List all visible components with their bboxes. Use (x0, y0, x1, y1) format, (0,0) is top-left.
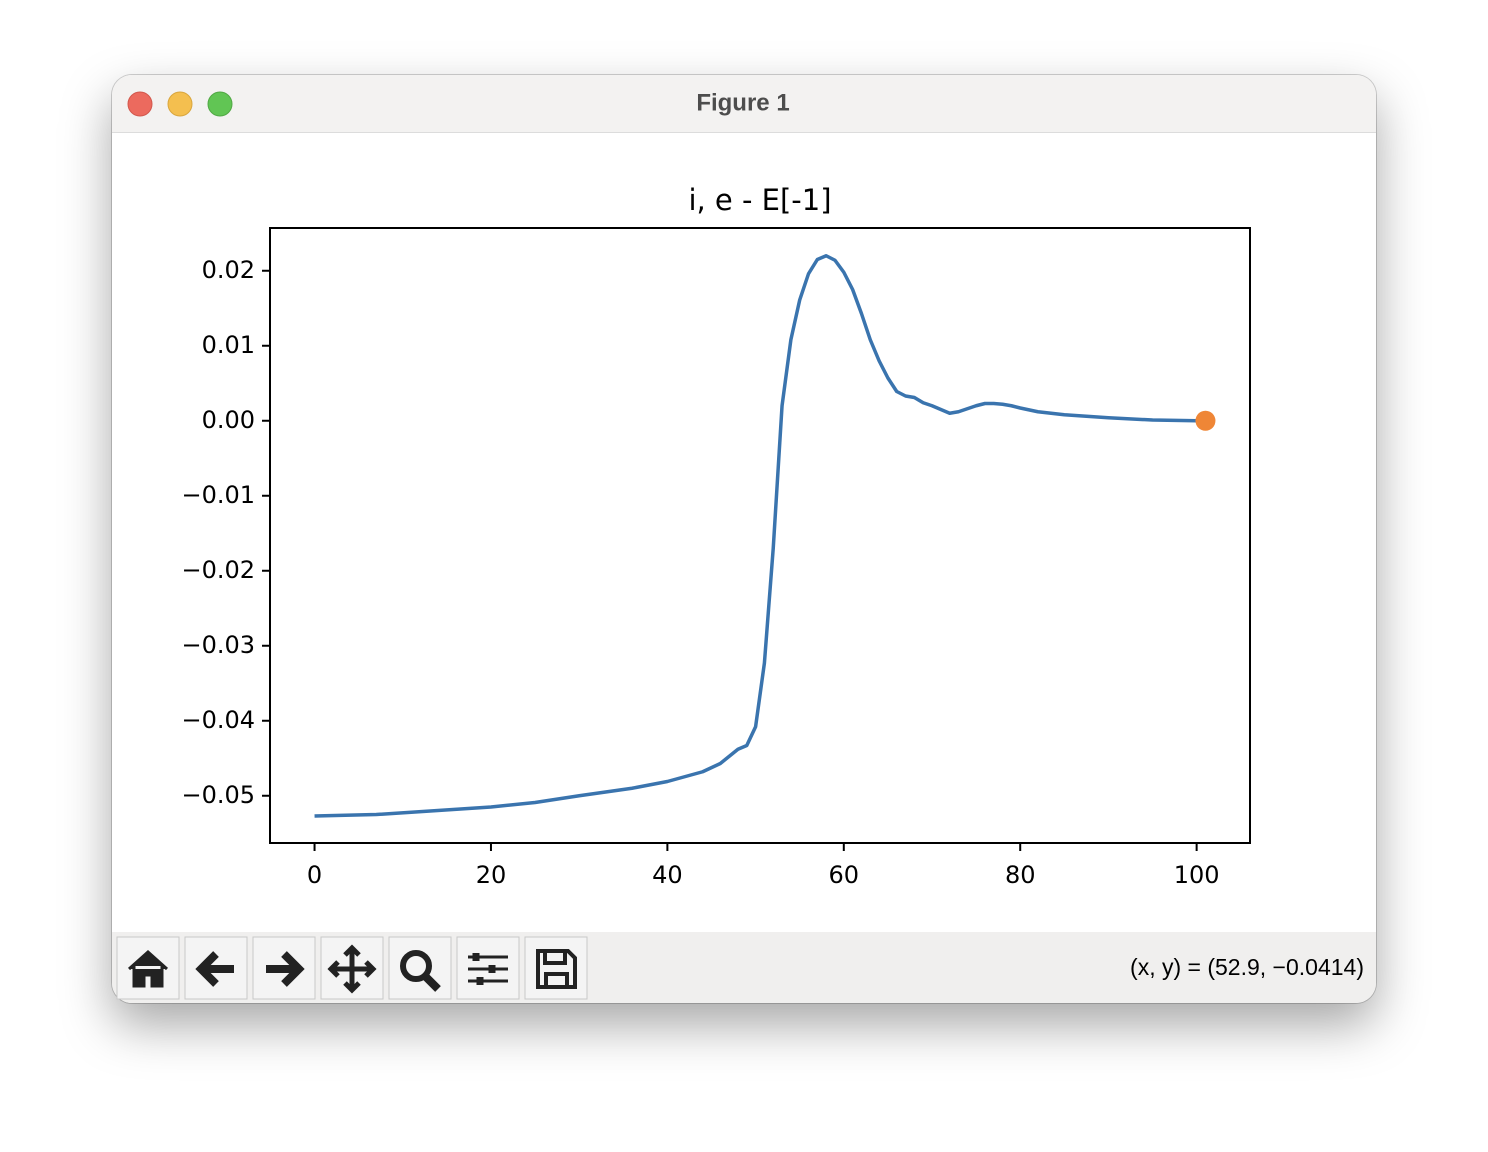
y-tick-label: 0.00 (202, 406, 255, 434)
pan-icon (327, 944, 377, 994)
chart-title: i, e - E[-1] (688, 183, 831, 217)
toolbar-buttons (116, 936, 588, 1000)
title-bar (112, 75, 1376, 133)
forward-icon (266, 951, 305, 987)
x-tick-label: 20 (476, 861, 507, 889)
x-tick-label: 60 (829, 861, 860, 889)
zoom-button[interactable] (207, 91, 233, 117)
window (112, 75, 1376, 1003)
y-tick-label: −0.04 (181, 706, 255, 734)
save-icon (536, 949, 577, 989)
x-tick-label: 40 (652, 861, 683, 889)
x-tick-label: 100 (1174, 861, 1220, 889)
save-button[interactable] (524, 936, 588, 1000)
y-tick-label: 0.02 (202, 256, 255, 284)
y-tick-label: −0.01 (181, 481, 255, 509)
x-tick-label: 80 (1005, 861, 1036, 889)
plot-area: 0 20 40 60 80 100 −0.05 −0.04 −0.03 −0.02 −0.01 0.0… (181, 254, 1220, 889)
y-tick-label: −0.03 (181, 631, 255, 659)
home-icon (127, 949, 169, 988)
minimize-button[interactable] (167, 91, 193, 117)
status-text: (x, y) = (52.9, −0.0414) (1130, 954, 1364, 980)
back-icon (195, 951, 234, 987)
zoom-lens (400, 950, 432, 982)
y-tick-label: −0.05 (181, 781, 255, 809)
window-title: Figure 1 (696, 89, 789, 116)
close-button[interactable] (127, 91, 153, 117)
zoom-tool-button[interactable] (388, 936, 452, 1000)
plot-frame (269, 227, 1251, 844)
y-tick-label: 0.01 (202, 331, 255, 359)
x-tick-label: 0 (307, 861, 322, 889)
point (1195, 410, 1216, 431)
slider-knobs (472, 953, 496, 985)
line (314, 254, 1197, 818)
home-button[interactable] (116, 936, 180, 1000)
y-tick-label: −0.02 (181, 556, 255, 584)
zoom-handle (423, 974, 441, 992)
